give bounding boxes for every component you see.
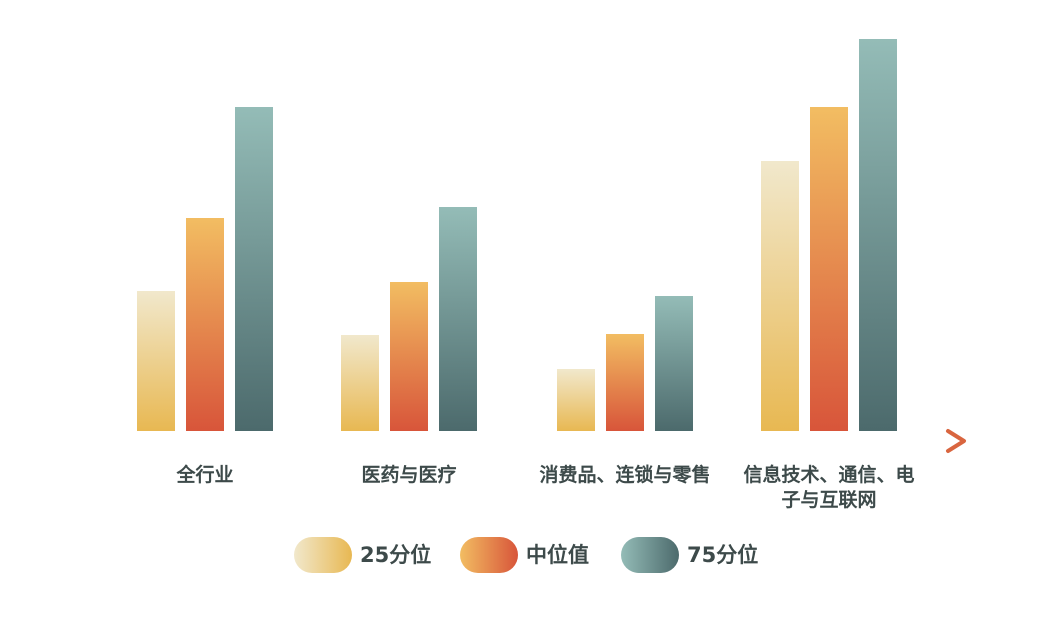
bar [390, 282, 428, 431]
x-label-box: 消费品、连锁与零售 [539, 464, 711, 486]
x-tick-label: 医药与医疗 [361, 464, 457, 486]
legend-swatch [621, 537, 679, 573]
x-tick-label: 全行业 [176, 464, 234, 486]
bar [137, 291, 175, 431]
legend-swatch [460, 537, 518, 573]
legend-label: 75分位 [687, 543, 758, 567]
x-tick-label: 消费品、连锁与零售 [539, 464, 711, 486]
axis-arrow [946, 429, 966, 453]
legend-label: 25分位 [360, 543, 431, 567]
x-label-box: 全行业 [176, 464, 234, 486]
x-label-box: 医药与医疗 [361, 464, 457, 486]
bar [439, 207, 477, 431]
bar [341, 335, 379, 431]
bar [557, 369, 595, 431]
bar [186, 218, 224, 431]
bar [655, 296, 693, 431]
bar [235, 107, 273, 431]
legend-swatch [294, 537, 352, 573]
bar [606, 334, 644, 431]
bar [810, 107, 848, 431]
bar [859, 39, 897, 431]
x-tick-label: 信息技术、通信、电子与互联网 [743, 464, 915, 511]
legend-label: 中位值 [526, 543, 589, 567]
bar [761, 161, 799, 431]
x-label-box: 信息技术、通信、电子与互联网 [743, 464, 915, 511]
